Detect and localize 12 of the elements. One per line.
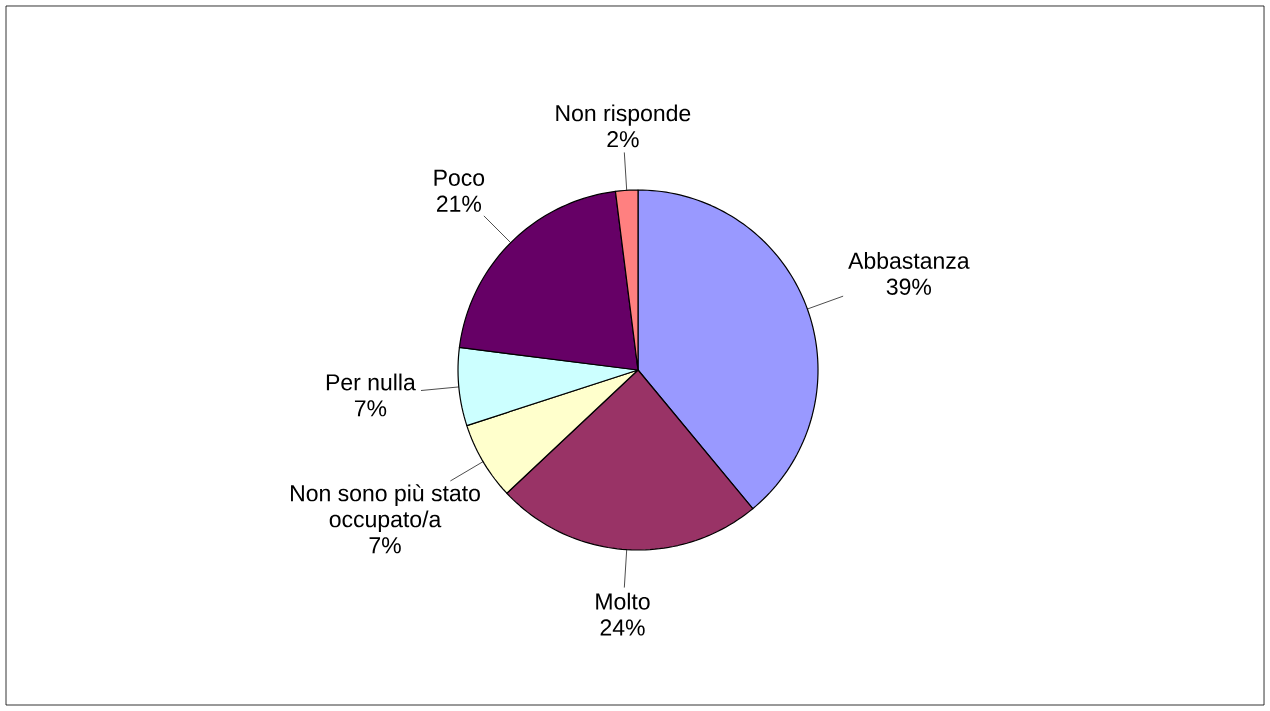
data-label: 7% bbox=[369, 537, 401, 554]
slice-label: Non sono più stato occupato/a bbox=[291, 484, 480, 532]
slice-label: Per nulla bbox=[326, 373, 416, 391]
data-label: 24% bbox=[600, 619, 645, 636]
data-label: 39% bbox=[886, 278, 932, 295]
data-label: 7% bbox=[354, 400, 387, 417]
slice-label: Abbastanza bbox=[848, 252, 970, 269]
slice-label: Non risponde bbox=[556, 104, 691, 126]
slice-label: Molto bbox=[596, 592, 650, 610]
data-label: 2% bbox=[607, 131, 639, 148]
slice-label: Poco bbox=[434, 169, 485, 186]
data-label: 21% bbox=[436, 195, 482, 212]
